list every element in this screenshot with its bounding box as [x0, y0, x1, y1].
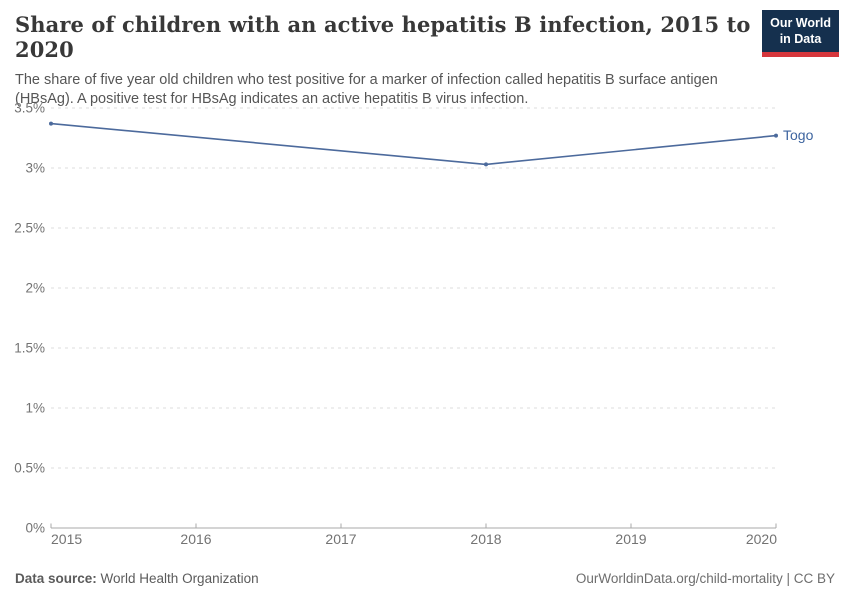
- chart-header: Share of children with an active hepatit…: [15, 12, 760, 110]
- x-tick-label-2017: 2017: [325, 531, 356, 547]
- data-point-togo-2015[interactable]: [49, 121, 53, 126]
- x-tick-label-2020: 2020: [746, 531, 777, 547]
- y-tick-label-0.5: 0.5%: [14, 461, 45, 476]
- owid-logo[interactable]: Our World in Data: [762, 10, 839, 57]
- data-source-label: Data source:: [15, 571, 97, 586]
- data-source-value: World Health Organization: [96, 571, 259, 586]
- y-tick-label-3.5: 3.5%: [14, 101, 45, 116]
- series-line-togo[interactable]: [50, 122, 777, 166]
- chart-subtitle: The share of five year old children who …: [15, 72, 718, 108]
- y-tick-label-1.5: 1.5%: [14, 341, 45, 356]
- owid-logo-line1: Our World: [770, 16, 831, 30]
- x-tick-label-2019: 2019: [615, 531, 646, 547]
- x-tick-label-2016: 2016: [180, 531, 211, 547]
- data-point-togo-2020[interactable]: [774, 133, 778, 138]
- y-tick-label-1: 1%: [25, 401, 45, 416]
- page-title: Share of children with an active hepatit…: [15, 12, 751, 62]
- data-point-togo-2018[interactable]: [484, 162, 488, 167]
- x-tick-label-2018: 2018: [470, 531, 501, 547]
- owid-url-license[interactable]: OurWorldinData.org/child-mortality | CC …: [575, 571, 835, 586]
- data-source-note: Data source: World Health Organization: [15, 571, 259, 586]
- chart-footer: Data source: World Health Organization O…: [15, 571, 835, 586]
- y-tick-label-0: 0%: [25, 521, 45, 536]
- y-tick-label-2: 2%: [25, 281, 45, 296]
- owid-logo-line2: in Data: [779, 32, 822, 47]
- series-end-label-togo[interactable]: Togo: [783, 127, 814, 143]
- y-tick-label-3: 3%: [25, 161, 45, 176]
- y-tick-label-2.5: 2.5%: [14, 221, 45, 236]
- x-tick-label-2015: 2015: [51, 531, 82, 547]
